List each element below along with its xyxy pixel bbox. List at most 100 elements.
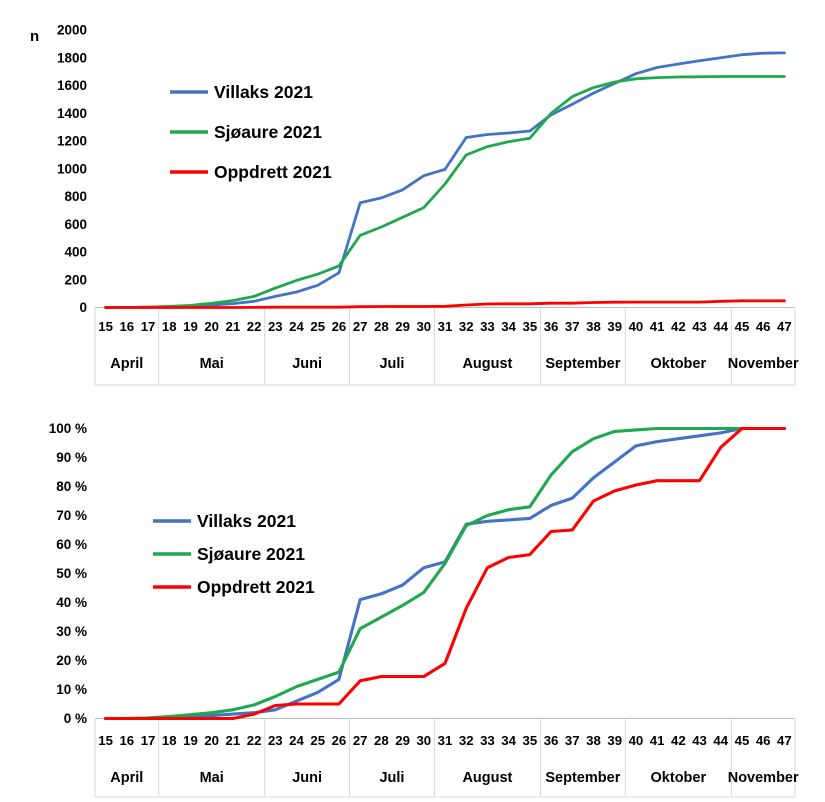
week-tick-label: 20 bbox=[204, 319, 219, 334]
week-tick-label: 30 bbox=[416, 733, 431, 748]
y-axis-title: n bbox=[30, 28, 39, 45]
series-line-sj-aure-2021 bbox=[104, 426, 786, 721]
week-tick-label: 23 bbox=[268, 319, 283, 334]
y-tick-label: 600 bbox=[64, 217, 87, 232]
series-line-oppdrett-2021 bbox=[104, 426, 786, 721]
bottom-chart: 0 % 10 % 20 % 30 % 40 % 50 % 60 % 70 % 80 % 90 % 1… bbox=[49, 421, 799, 798]
week-tick-label: 38 bbox=[586, 733, 601, 748]
y-tick-label: 100 % bbox=[49, 421, 87, 436]
week-tick-label: 37 bbox=[565, 733, 580, 748]
month-label: September bbox=[545, 770, 620, 786]
y-tick-label: 400 bbox=[64, 245, 87, 260]
y-tick-label: 40 % bbox=[56, 595, 87, 610]
legend-label: Villaks 2021 bbox=[214, 82, 313, 102]
month-label: Juli bbox=[379, 356, 404, 372]
y-tick-label: 1600 bbox=[57, 78, 87, 93]
y-tick-label: 50 % bbox=[56, 566, 87, 581]
y-tick-label: 10 % bbox=[56, 682, 87, 697]
week-tick-label: 47 bbox=[777, 319, 792, 334]
week-tick-label: 41 bbox=[650, 319, 665, 334]
week-tick-label: 20 bbox=[204, 733, 219, 748]
month-label: November bbox=[728, 770, 799, 786]
series-line-oppdrett-2021 bbox=[104, 299, 786, 309]
month-label: Mai bbox=[200, 770, 224, 786]
week-tick-label: 42 bbox=[671, 319, 686, 334]
series-line-sj-aure-2021 bbox=[104, 75, 786, 309]
y-tick-label: 200 bbox=[64, 272, 87, 287]
week-tick-label: 23 bbox=[268, 733, 283, 748]
legend-label: Oppdrett 2021 bbox=[197, 577, 315, 597]
week-tick-label: 42 bbox=[671, 733, 686, 748]
week-tick-label: 43 bbox=[692, 319, 707, 334]
week-tick-label: 36 bbox=[544, 319, 559, 334]
week-tick-label: 34 bbox=[501, 733, 516, 748]
week-tick-label: 26 bbox=[332, 733, 347, 748]
month-label: Juni bbox=[292, 770, 322, 786]
month-label: Oktober bbox=[651, 356, 707, 372]
week-tick-label: 46 bbox=[756, 319, 771, 334]
week-tick-label: 29 bbox=[395, 319, 410, 334]
month-label: April bbox=[110, 770, 143, 786]
week-tick-label: 19 bbox=[183, 319, 198, 334]
week-tick-label: 40 bbox=[629, 319, 644, 334]
week-tick-label: 44 bbox=[713, 319, 728, 334]
week-tick-label: 47 bbox=[777, 733, 792, 748]
y-tick-label: 1800 bbox=[57, 50, 87, 65]
y-tick-label: 60 % bbox=[56, 537, 87, 552]
y-tick-label: 80 % bbox=[56, 479, 87, 494]
month-label: Mai bbox=[200, 356, 224, 372]
week-tick-label: 15 bbox=[98, 319, 113, 334]
week-tick-label: 21 bbox=[226, 319, 241, 334]
month-label: Oktober bbox=[651, 770, 707, 786]
week-tick-label: 27 bbox=[353, 319, 368, 334]
week-tick-label: 32 bbox=[459, 733, 474, 748]
legend-label: Sjøaure 2021 bbox=[214, 122, 322, 142]
top-chart: 0 200 400 600 800 1000 1200 1400 1600 1800 2000 n Ap… bbox=[30, 23, 799, 386]
week-tick-label: 37 bbox=[565, 319, 580, 334]
y-tick-label: 30 % bbox=[56, 624, 87, 639]
y-tick-label: 1000 bbox=[57, 161, 87, 176]
week-tick-label: 15 bbox=[98, 733, 113, 748]
week-tick-label: 28 bbox=[374, 319, 389, 334]
y-tick-label: 800 bbox=[64, 189, 87, 204]
y-tick-label: 1400 bbox=[57, 106, 87, 121]
week-tick-label: 17 bbox=[141, 319, 156, 334]
week-tick-label: 33 bbox=[480, 733, 495, 748]
week-tick-label: 32 bbox=[459, 319, 474, 334]
week-tick-label: 44 bbox=[713, 733, 728, 748]
week-tick-label: 31 bbox=[438, 733, 453, 748]
week-tick-label: 34 bbox=[501, 319, 516, 334]
week-tick-label: 22 bbox=[247, 319, 262, 334]
y-tick-label: 0 % bbox=[64, 711, 87, 726]
week-tick-label: 22 bbox=[247, 733, 262, 748]
week-tick-label: 45 bbox=[735, 733, 750, 748]
week-tick-label: 21 bbox=[226, 733, 241, 748]
week-tick-label: 18 bbox=[162, 733, 177, 748]
week-tick-label: 35 bbox=[523, 733, 538, 748]
week-tick-label: 25 bbox=[310, 319, 325, 334]
month-label: September bbox=[545, 356, 620, 372]
y-tick-label: 0 bbox=[79, 300, 87, 315]
week-tick-label: 16 bbox=[119, 319, 134, 334]
y-tick-label: 2000 bbox=[57, 23, 87, 38]
series-line-villaks-2021 bbox=[104, 426, 786, 721]
week-tick-label: 24 bbox=[289, 733, 304, 748]
legend-label: Villaks 2021 bbox=[197, 511, 296, 531]
month-label: August bbox=[462, 770, 512, 786]
y-tick-label: 1200 bbox=[57, 134, 87, 149]
week-tick-label: 26 bbox=[332, 319, 347, 334]
month-label: Juni bbox=[292, 356, 322, 372]
y-tick-label: 20 % bbox=[56, 653, 87, 668]
legend-label: Sjøaure 2021 bbox=[197, 544, 305, 564]
week-tick-label: 39 bbox=[607, 733, 622, 748]
month-label: November bbox=[728, 356, 799, 372]
week-tick-label: 33 bbox=[480, 319, 495, 334]
week-tick-label: 27 bbox=[353, 733, 368, 748]
week-tick-label: 36 bbox=[544, 733, 559, 748]
week-tick-label: 19 bbox=[183, 733, 198, 748]
week-tick-label: 45 bbox=[735, 319, 750, 334]
y-tick-label: 70 % bbox=[56, 508, 87, 523]
week-tick-label: 41 bbox=[650, 733, 665, 748]
